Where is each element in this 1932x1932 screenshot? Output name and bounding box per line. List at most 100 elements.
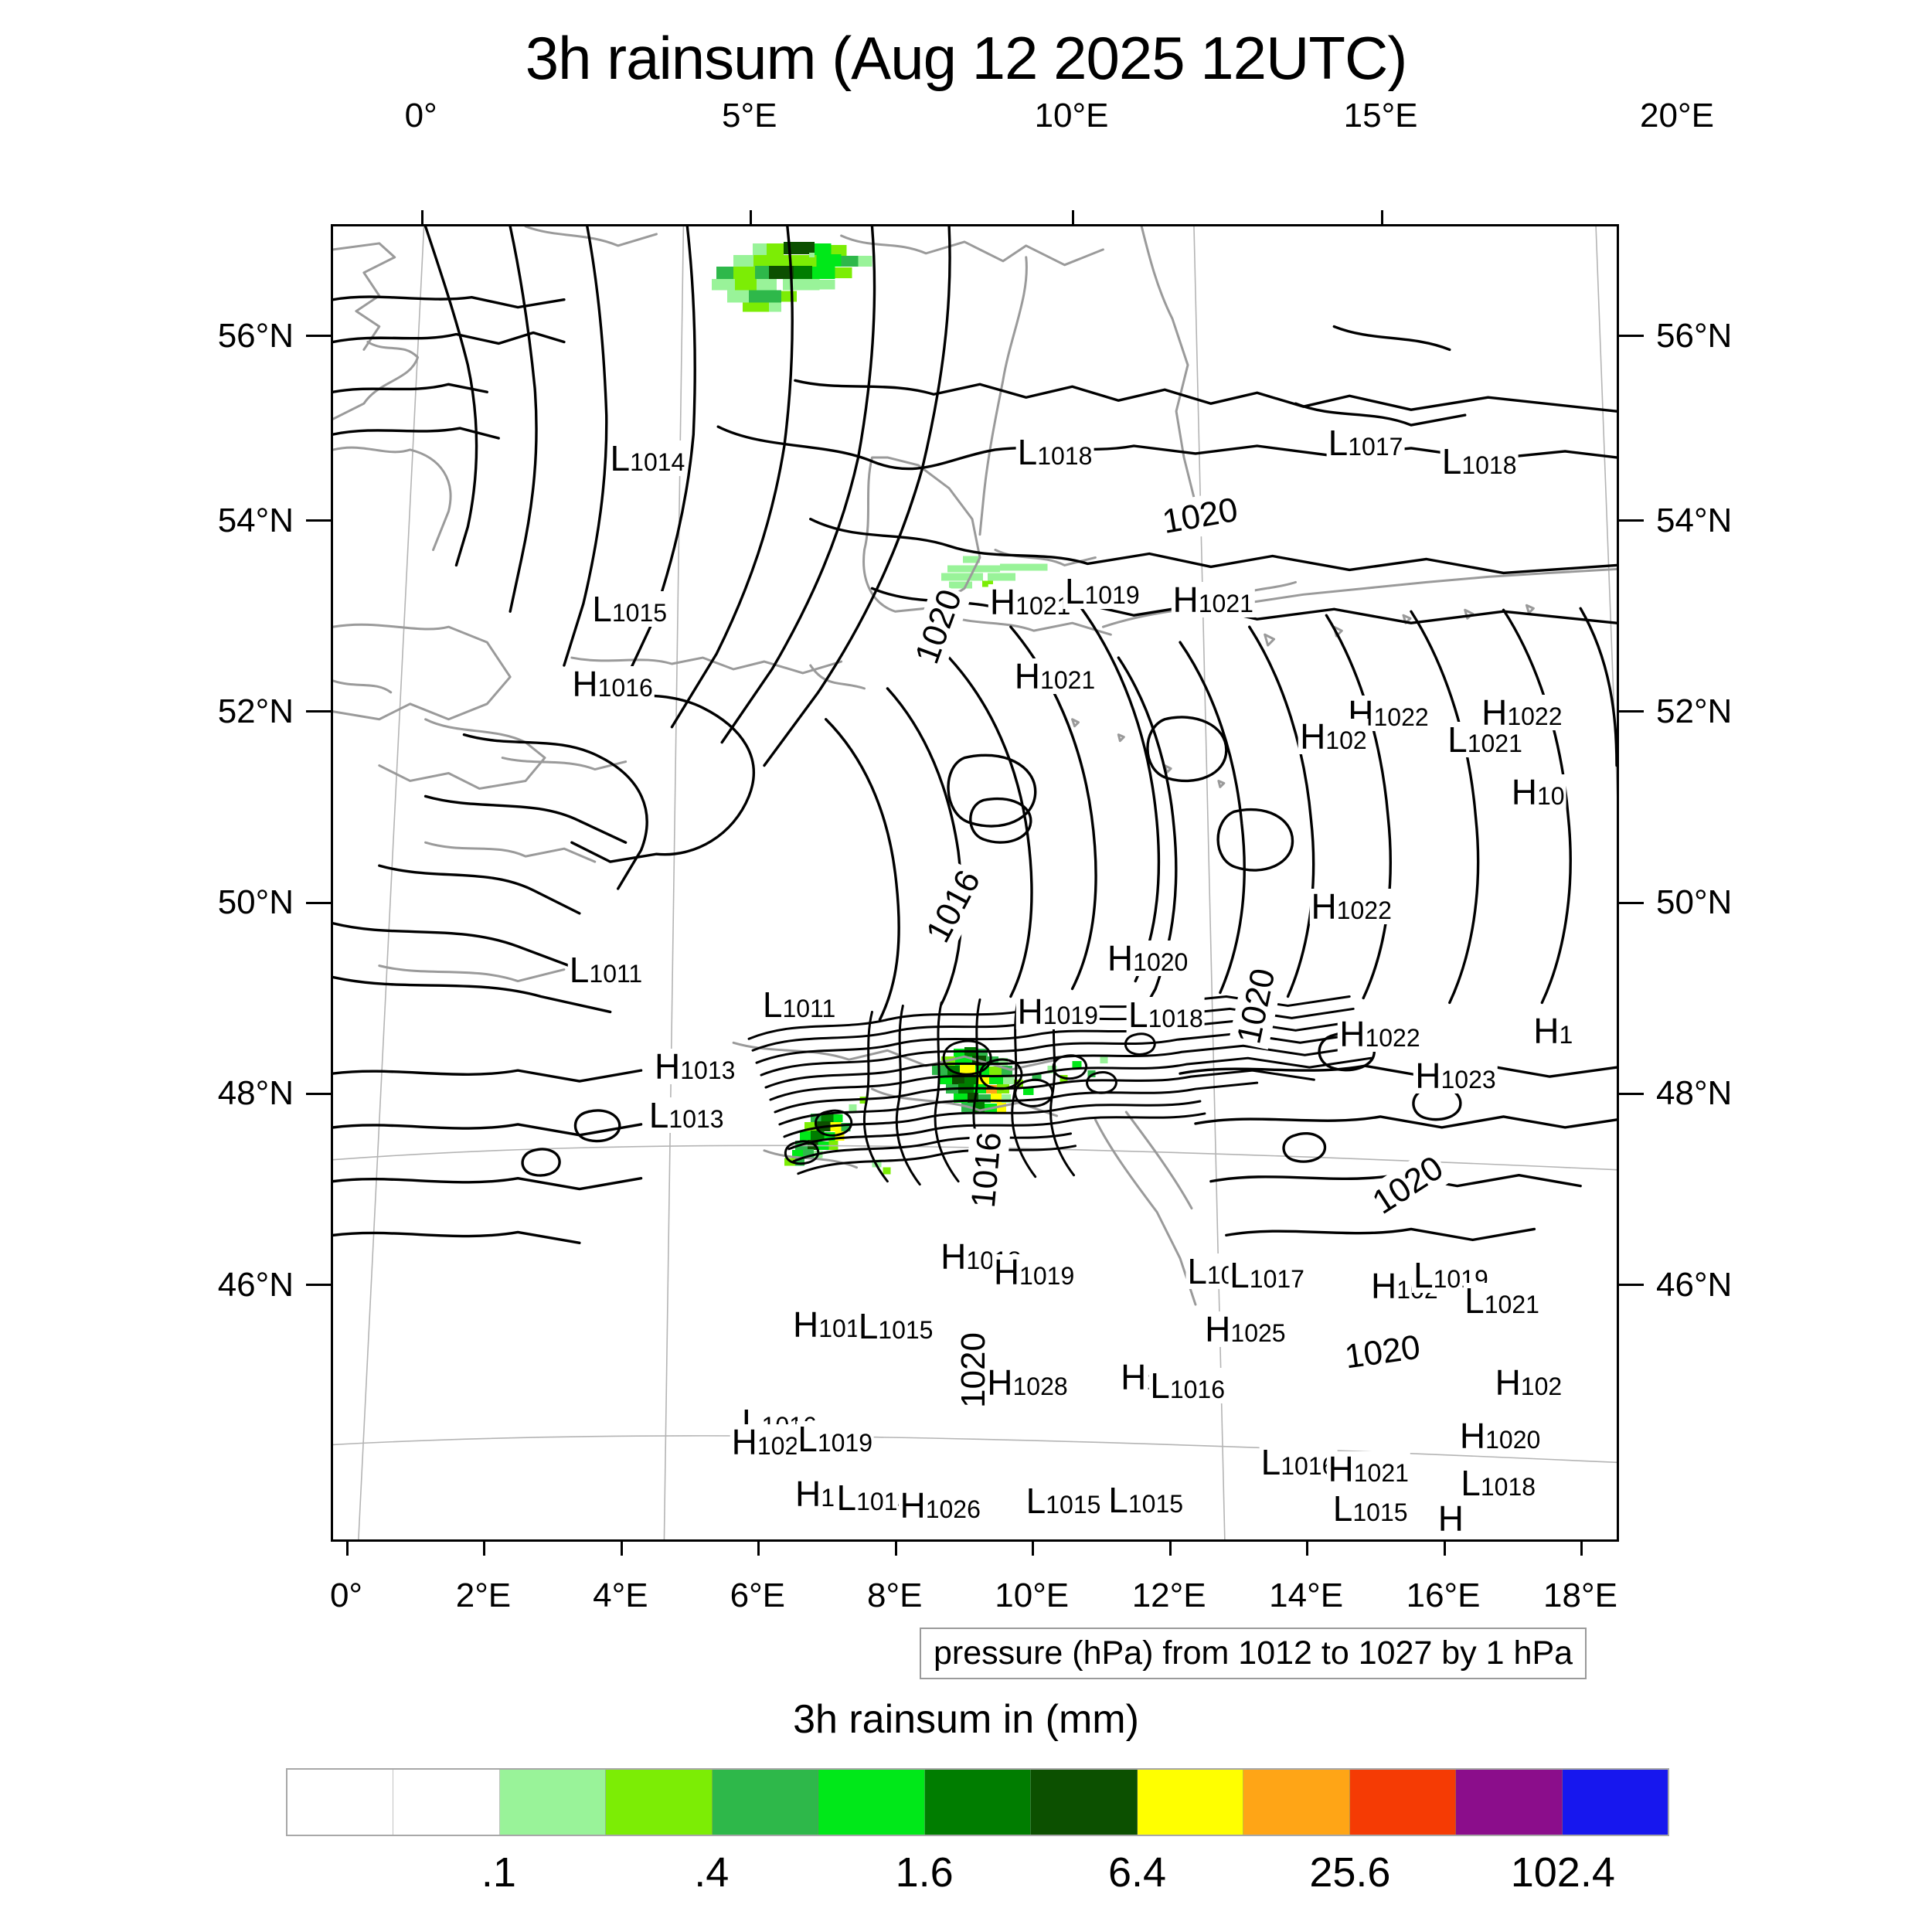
tick-mark [1168, 1542, 1172, 1556]
axis-label-top-0: 0° [404, 97, 437, 134]
weather-map[interactable]: 1020 1020 1016 1020 1016 1020 1020 1020 L1014 L1… [331, 224, 1619, 1542]
tick-mark [1580, 1542, 1583, 1556]
pressure-center-h-41: H102 [730, 1421, 801, 1462]
axis-label-bottom-7: 14°E [1269, 1577, 1344, 1614]
axis-label-left-2: 52°N [217, 692, 294, 730]
tick-mark [306, 519, 331, 522]
pressure-type: H [1107, 937, 1134, 978]
pressure-type: L [1187, 1250, 1207, 1291]
pressure-type: H [1172, 579, 1199, 620]
colorbar-cell-3 [606, 1770, 713, 1835]
pressure-center-l-52: L1015 [1331, 1488, 1410, 1529]
pressure-type: L [798, 1418, 818, 1459]
tick-mark [1619, 335, 1644, 338]
pressure-value: 1021 [1353, 1459, 1409, 1488]
pressure-value: 1018 [1461, 451, 1517, 480]
pressure-value: 1011 [782, 994, 836, 1022]
tick-mark [749, 210, 752, 224]
pressure-type: H [1017, 992, 1043, 1032]
pressure-type: L [1461, 1462, 1481, 1503]
pressure-center-l-51: L1015 [1107, 1481, 1185, 1518]
pressure-value: 1018 [1480, 1472, 1536, 1501]
colorbar-title: 3h rainsum in (mm) [793, 1697, 1139, 1742]
pressure-center-h-2: H1016 [570, 665, 655, 702]
axis-label-right-1: 54°N [1656, 501, 1733, 539]
axis-label-top-1: 5°E [722, 97, 777, 134]
axis-label-left-0: 56°N [217, 316, 294, 355]
pressure-legend: pressure (hPa) from 1012 to 1027 by 1 hP… [920, 1628, 1587, 1679]
pressure-type: H [731, 1421, 757, 1462]
pressure-value: 1015 [1128, 1489, 1184, 1518]
axis-label-bottom-0: 0° [329, 1577, 363, 1614]
pressure-center-h-49: H1026 [898, 1487, 982, 1523]
pressure-value: 1026 [925, 1495, 981, 1523]
pressure-value: 1021 [1015, 591, 1071, 620]
pressure-type: H [1437, 1498, 1464, 1539]
axis-label-left-5: 46°N [217, 1265, 294, 1304]
pressure-value: 1020 [1485, 1425, 1541, 1454]
pressure-type: H [1121, 1357, 1147, 1398]
pressure-type: L [1447, 719, 1468, 760]
pressure-value: 1022 [1373, 703, 1429, 732]
axis-label-bottom-9: 18°E [1543, 1577, 1617, 1614]
pressure-value: 1018 [1037, 441, 1093, 470]
pressure-type: H [1205, 1308, 1231, 1349]
pressure-type: L [1064, 570, 1085, 611]
pressure-center-h-9: H1021 [1012, 658, 1097, 695]
axis-label-right-5: 46°N [1656, 1265, 1733, 1304]
pressure-center-h-24: H1023 [1413, 1056, 1498, 1097]
pressure-center-l-29: L1017 [1228, 1257, 1306, 1294]
colorbar-cell-1 [393, 1770, 500, 1835]
pressure-value: 1019 [817, 1428, 873, 1457]
pressure-center-h-39: H102 [1493, 1365, 1564, 1401]
pressure-value: 1021 [1467, 730, 1522, 758]
pressure-center-h-14: H10 [1509, 772, 1566, 813]
pressure-value: 1015 [1046, 1491, 1101, 1519]
pressure-center-h-8: H1021 [1171, 579, 1255, 620]
colorbar-cell-8 [1137, 1770, 1244, 1835]
pressure-center-h-22: H1022 [1309, 888, 1393, 924]
axis-label-bottom-5: 10°E [995, 1577, 1070, 1614]
pressure-value: 1013 [680, 1056, 736, 1085]
colorbar-label-4: 25.6 [1309, 1849, 1391, 1896]
pressure-type: H [1511, 772, 1537, 813]
colorbar-cell-5 [818, 1770, 925, 1835]
pressure-type: L [592, 589, 612, 630]
pressure-center-l-4: L1017 [1326, 422, 1405, 463]
isobar-label-4: 1016 [963, 1128, 1011, 1212]
tick-mark [1071, 210, 1074, 224]
axis-label-top-4: 20°E [1640, 97, 1714, 134]
pressure-center-l-42: L1019 [796, 1418, 875, 1459]
pressure-center-h-13: H1022 [1480, 694, 1564, 730]
pressure-center-l-15: L1011 [567, 951, 645, 988]
colorbar[interactable] [286, 1768, 1669, 1836]
pressure-value: 1021 [1040, 666, 1096, 695]
pressure-center-h-17: H1013 [653, 1046, 737, 1087]
pressure-type: H [1415, 1056, 1441, 1097]
axis-label-bottom-6: 12°E [1131, 1577, 1206, 1614]
pressure-type: H [989, 581, 1016, 622]
pressure-type: H [1459, 1415, 1486, 1456]
pressure-value: 1011 [589, 959, 643, 988]
pressure-type: L [1464, 1280, 1485, 1321]
pressure-center-l-44: L1016 [1259, 1444, 1338, 1480]
pressure-value: 1025 [1230, 1318, 1286, 1347]
tick-mark [1619, 901, 1644, 904]
pressure-value: 102 [1325, 726, 1367, 755]
pressure-value: 102 [757, 1431, 799, 1460]
pressure-value: 1016 [1169, 1376, 1225, 1404]
pressure-type: H [655, 1046, 681, 1087]
pressure-type: L [1328, 422, 1349, 463]
pressure-value: 1021 [1484, 1290, 1539, 1318]
pressure-type: H [993, 1252, 1020, 1293]
pressure-type: L [1332, 1488, 1353, 1529]
pressure-type: H [1339, 1013, 1366, 1054]
axis-label-left-3: 50°N [217, 883, 294, 922]
pressure-value: 1017 [1348, 432, 1403, 461]
coastlines-layer [333, 226, 1617, 1306]
pressure-type: L [610, 438, 631, 479]
pressure-type: H [1328, 1449, 1354, 1490]
tick-mark [620, 1542, 623, 1556]
tick-mark [1619, 1092, 1644, 1095]
colorbar-cell-11 [1456, 1770, 1563, 1835]
